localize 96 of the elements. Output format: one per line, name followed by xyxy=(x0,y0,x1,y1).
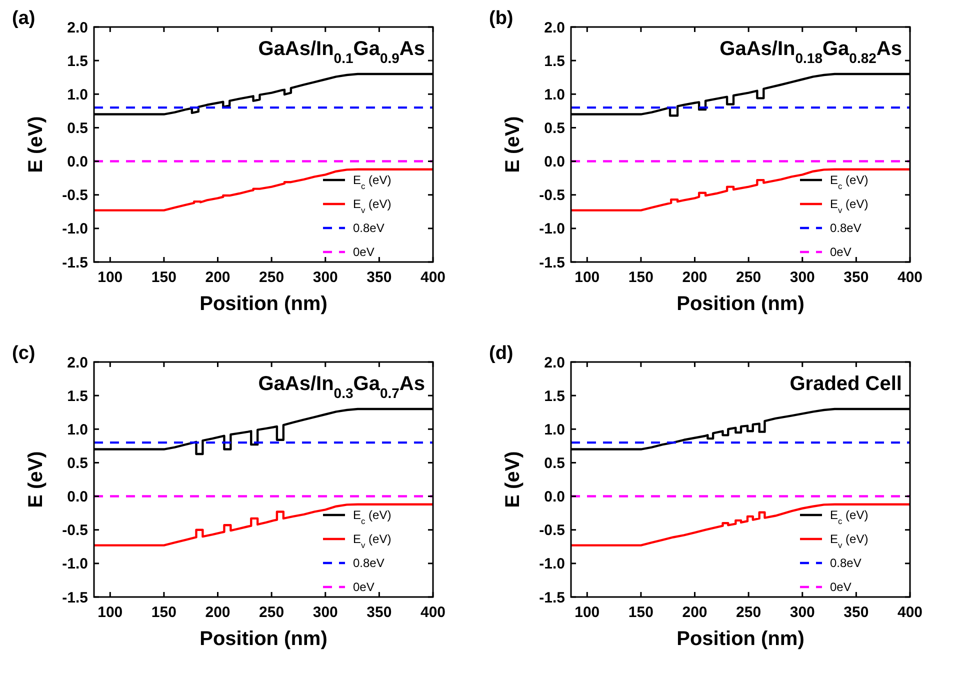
x-tick-label: 300 xyxy=(312,604,338,621)
x-tick-label: 250 xyxy=(736,269,762,286)
legend-label: E$_{v}$ (eV) xyxy=(830,197,868,216)
x-tick-label: 150 xyxy=(628,269,654,286)
y-tick-label: 0.0 xyxy=(544,488,565,506)
y-tick-label: -1.5 xyxy=(539,254,565,272)
y-tick-label: 0.0 xyxy=(544,154,565,171)
y-tick-label: 2.0 xyxy=(544,19,565,36)
x-tick-label: 350 xyxy=(844,269,869,286)
x-tick-label: 300 xyxy=(790,604,815,621)
legend-label: 0eV xyxy=(353,580,374,594)
y-tick-label: 0.5 xyxy=(544,454,565,472)
y-tick-label: -1.5 xyxy=(62,589,88,606)
legend-label: 0eV xyxy=(353,245,374,260)
chart-title: (d) xyxy=(489,343,514,364)
y-tick-label: 0.5 xyxy=(544,120,565,137)
y-tick-label: 2.0 xyxy=(544,354,565,372)
x-tick-label: 400 xyxy=(897,269,923,286)
x-axis-title: Position (nm) xyxy=(200,628,328,650)
line-series xyxy=(571,168,910,212)
x-tick-label: 150 xyxy=(628,604,654,621)
x-tick-label: 100 xyxy=(98,269,123,286)
x-tick-label: 400 xyxy=(420,604,446,621)
y-tick-label: 1.5 xyxy=(67,52,88,70)
x-tick-label: 150 xyxy=(151,604,176,621)
x-tick-label: 300 xyxy=(790,269,815,286)
legend-label: 0.8eV xyxy=(830,221,862,236)
legend-label: 0.8eV xyxy=(830,556,862,570)
x-tick-label: 200 xyxy=(205,269,230,286)
y-tick-label: -0.5 xyxy=(62,187,88,204)
y-tick-label: -0.5 xyxy=(539,187,565,204)
legend-label: 0.8eV xyxy=(353,221,384,236)
y-axis-title: E (eV) xyxy=(502,116,524,173)
legend-label: E$_{c}$ (eV) xyxy=(830,173,868,192)
x-axis-title: Position (nm) xyxy=(676,628,804,650)
y-tick-label: -0.5 xyxy=(539,522,565,540)
x-tick-label: 300 xyxy=(312,269,338,286)
y-tick-label: 1.0 xyxy=(544,421,565,438)
x-tick-label: 200 xyxy=(682,269,708,286)
legend-label: 0eV xyxy=(830,245,852,260)
y-tick-label: 0.5 xyxy=(67,454,88,472)
x-tick-label: 200 xyxy=(205,604,230,621)
x-tick-label: 200 xyxy=(682,604,708,621)
x-tick-label: 150 xyxy=(151,269,176,286)
y-tick-label: 1.5 xyxy=(67,388,88,405)
legend-label: 0.8eV xyxy=(353,556,384,570)
chart-title: (c) xyxy=(12,343,36,364)
x-tick-label: 100 xyxy=(574,269,600,286)
text: GaAs/In$_{0.3}$Ga$_{0.7}$As xyxy=(258,373,425,401)
y-axis-title: E (eV) xyxy=(25,451,47,508)
legend-label: E$_{c}$ (eV) xyxy=(353,508,392,526)
x-axis-title: Position (nm) xyxy=(200,293,328,315)
legend-label: E$_{c}$ (eV) xyxy=(353,173,392,192)
x-tick-label: 100 xyxy=(574,604,600,621)
x-tick-label: 350 xyxy=(366,604,392,621)
legend-label: 0eV xyxy=(830,580,852,594)
y-tick-label: 0.5 xyxy=(67,120,88,137)
x-tick-label: 350 xyxy=(844,604,869,621)
y-tick-label: 1.0 xyxy=(67,421,88,438)
line-series xyxy=(94,503,433,546)
y-tick-label: -1.0 xyxy=(539,220,565,238)
y-tick-label: -1.0 xyxy=(62,556,88,573)
y-tick-label: -1.0 xyxy=(539,556,565,573)
line-series xyxy=(94,168,433,212)
x-tick-label: 350 xyxy=(366,269,392,286)
legend-label: E$_{v}$ (eV) xyxy=(830,532,868,550)
text: Graded Cell xyxy=(790,373,902,395)
y-tick-label: 2.0 xyxy=(67,354,88,372)
y-tick-label: -0.5 xyxy=(62,522,88,540)
y-tick-label: 1.5 xyxy=(544,52,565,70)
y-axis-title: E (eV) xyxy=(25,116,47,173)
chart-title: (b) xyxy=(489,8,514,29)
legend-label: E$_{v}$ (eV) xyxy=(353,197,392,216)
chart-title: (a) xyxy=(12,8,36,29)
y-tick-label: 0.0 xyxy=(67,488,88,506)
y-tick-label: 1.0 xyxy=(67,86,88,104)
text: GaAs/In$_{0.1}$Ga$_{0.9}$As xyxy=(258,38,425,66)
x-tick-label: 250 xyxy=(736,604,762,621)
x-tick-label: 400 xyxy=(897,604,923,621)
x-tick-label: 400 xyxy=(420,269,446,286)
y-tick-label: 1.0 xyxy=(544,86,565,104)
x-tick-label: 100 xyxy=(98,604,123,621)
y-tick-label: -1.5 xyxy=(539,589,565,606)
line-series xyxy=(571,503,910,546)
text: GaAs/In$_{0.18}$Ga$_{0.82}$As xyxy=(720,38,902,66)
x-tick-label: 250 xyxy=(259,604,284,621)
x-axis-title: Position (nm) xyxy=(676,293,804,315)
y-tick-label: -1.5 xyxy=(62,254,88,272)
legend-label: E$_{v}$ (eV) xyxy=(353,532,392,550)
legend-label: E$_{c}$ (eV) xyxy=(830,508,868,526)
x-tick-label: 250 xyxy=(259,269,284,286)
y-tick-label: 2.0 xyxy=(67,19,88,36)
y-tick-label: 0.0 xyxy=(67,154,88,171)
y-axis-title: E (eV) xyxy=(502,451,524,508)
y-tick-label: -1.0 xyxy=(62,220,88,238)
y-tick-label: 1.5 xyxy=(544,388,565,405)
